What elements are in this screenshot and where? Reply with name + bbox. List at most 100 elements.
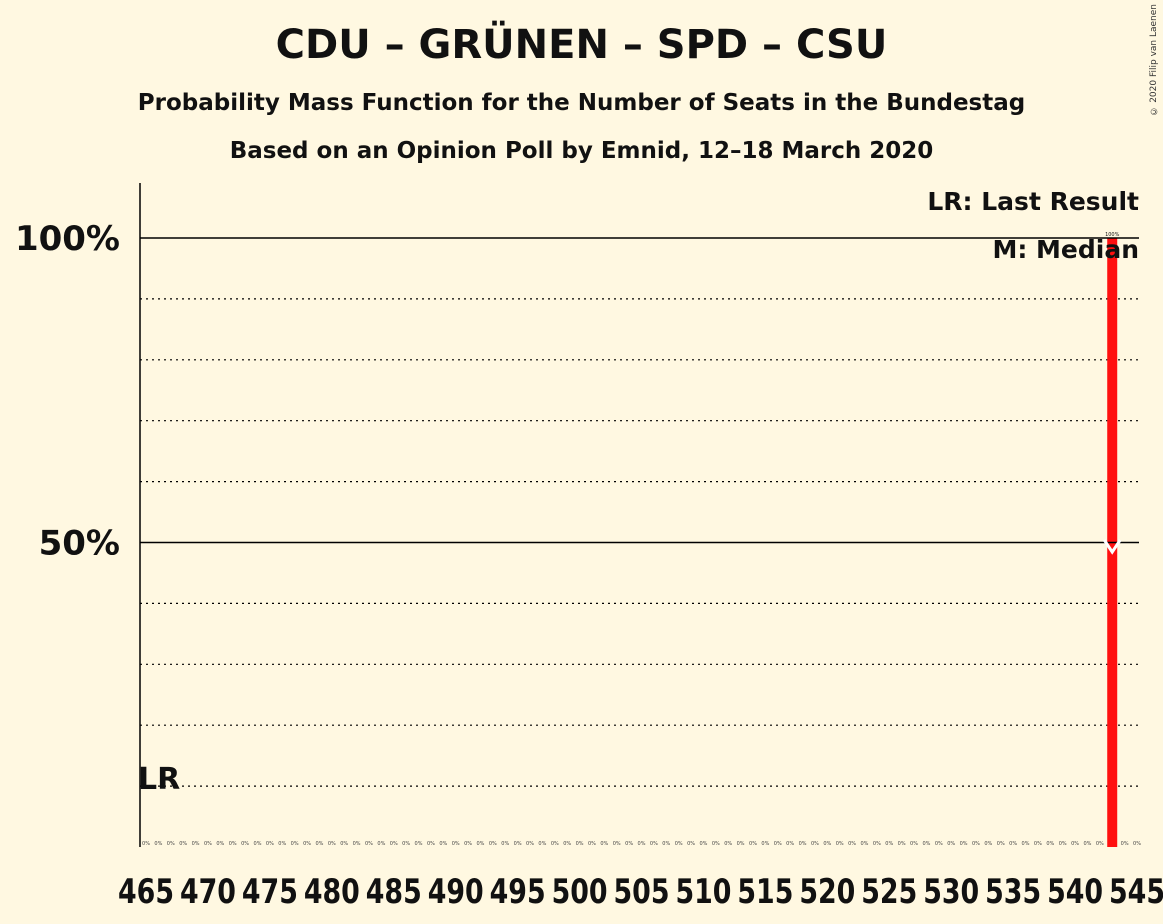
zero-value-label: 0% <box>551 841 559 847</box>
zero-value-label: 0% <box>464 841 472 847</box>
y-axis: 50% 100% <box>15 183 1139 847</box>
zero-value-label: 0% <box>192 841 200 847</box>
zero-value-label: 0% <box>724 841 732 847</box>
grid-lines <box>140 298 1139 787</box>
zero-value-label: 0% <box>1071 841 1079 847</box>
bars: 100% <box>1105 232 1120 847</box>
zero-value-label: 0% <box>216 841 224 847</box>
zero-value-label: 0% <box>774 841 782 847</box>
zero-value-label: 0% <box>823 841 831 847</box>
zero-value-label: 0% <box>984 841 992 847</box>
zero-value-label: 0% <box>315 841 323 847</box>
zero-value-label: 0% <box>241 841 249 847</box>
zero-value-label: 0% <box>353 841 361 847</box>
zero-value-label: 0% <box>662 841 670 847</box>
zero-value-label: 0% <box>340 841 348 847</box>
zero-value-label: 0% <box>476 841 484 847</box>
zero-value-label: 0% <box>873 841 881 847</box>
zero-value-label: 0% <box>811 841 819 847</box>
zero-value-label: 0% <box>613 841 621 847</box>
zero-value-label: 0% <box>600 841 608 847</box>
x-tick-label: 490 <box>428 872 484 912</box>
zero-value-label: 0% <box>588 841 596 847</box>
zero-value-label: 0% <box>538 841 546 847</box>
zero-value-label: 0% <box>848 841 856 847</box>
zero-value-label: 0% <box>1046 841 1054 847</box>
bar-value-label: 100% <box>1105 232 1120 238</box>
x-tick-label: 505 <box>614 872 670 912</box>
zero-value-label: 0% <box>898 841 906 847</box>
markers: LR <box>138 539 1122 797</box>
zero-value-label: 0% <box>786 841 794 847</box>
zero-value-label: 0% <box>526 841 534 847</box>
legend-median: M: Median <box>992 235 1139 264</box>
chart-title: CDU – GRÜNEN – SPD – CSU <box>275 22 888 68</box>
zero-value-label: 0% <box>563 841 571 847</box>
zero-value-label: 0% <box>291 841 299 847</box>
zero-value-label: 0% <box>1133 841 1141 847</box>
zero-value-label: 0% <box>1022 841 1030 847</box>
zero-value-label: 0% <box>1009 841 1017 847</box>
zero-value-label: 0% <box>204 841 212 847</box>
zero-value-label: 0% <box>799 841 807 847</box>
x-tick-label: 485 <box>366 872 422 912</box>
zero-value-label: 0% <box>402 841 410 847</box>
zero-value-label: 0% <box>972 841 980 847</box>
x-tick-label: 465 <box>118 872 174 912</box>
y-tick-label: 100% <box>15 219 120 259</box>
zero-value-label: 0% <box>885 841 893 847</box>
zero-value-label: 0% <box>154 841 162 847</box>
zero-value-label: 0% <box>1034 841 1042 847</box>
zero-value-label: 0% <box>625 841 633 847</box>
zero-value-label: 0% <box>997 841 1005 847</box>
zero-value-label: 0% <box>638 841 646 847</box>
x-tick-label: 515 <box>737 872 793 912</box>
zero-value-label: 0% <box>687 841 695 847</box>
zero-value-label: 0% <box>699 841 707 847</box>
zero-value-label: 0% <box>960 841 968 847</box>
x-tick-label: 500 <box>552 872 608 912</box>
zero-value-label: 0% <box>861 841 869 847</box>
zero-value-label: 0% <box>390 841 398 847</box>
x-tick-label: 520 <box>799 872 855 912</box>
x-tick-label: 530 <box>923 872 979 912</box>
zero-value-label: 0% <box>922 841 930 847</box>
y-tick-label: 50% <box>39 524 120 564</box>
zero-value-label: 0% <box>501 841 509 847</box>
zero-value-label: 0% <box>675 841 683 847</box>
zero-value-label: 0% <box>1096 841 1104 847</box>
zero-value-label: 0% <box>947 841 955 847</box>
chart-subtitle-poll: Based on an Opinion Poll by Emnid, 12–18… <box>229 138 934 164</box>
zero-value-label: 0% <box>935 841 943 847</box>
zero-value-label: 0% <box>1121 841 1129 847</box>
zero-value-label: 0% <box>427 841 435 847</box>
x-tick-label: 525 <box>861 872 917 912</box>
zero-value-label: 0% <box>377 841 385 847</box>
zero-value-label: 0% <box>761 841 769 847</box>
zero-value-label: 0% <box>303 841 311 847</box>
last-result-marker: LR <box>138 762 180 797</box>
zero-value-label: 0% <box>489 841 497 847</box>
zero-value-label: 0% <box>452 841 460 847</box>
x-tick-label: 545 <box>1109 872 1163 912</box>
x-tick-label: 475 <box>242 872 298 912</box>
zero-value-label: 0% <box>439 841 447 847</box>
x-tick-label: 480 <box>304 872 360 912</box>
median-marker <box>1102 539 1122 555</box>
zero-value-label: 0% <box>1059 841 1067 847</box>
x-tick-label: 495 <box>490 872 546 912</box>
legend-last-result: LR: Last Result <box>927 187 1139 216</box>
zero-value-label: 0% <box>836 841 844 847</box>
zero-value-label: 0% <box>737 841 745 847</box>
zero-value-label: 0% <box>1083 841 1091 847</box>
zero-value-label: 0% <box>179 841 187 847</box>
zero-value-label: 0% <box>278 841 286 847</box>
zero-value-label: 0% <box>254 841 262 847</box>
zero-value-label: 0% <box>167 841 175 847</box>
x-tick-label: 535 <box>985 872 1041 912</box>
zero-value-label: 0% <box>749 841 757 847</box>
x-tick-label: 470 <box>180 872 236 912</box>
x-tick-label: 540 <box>1047 872 1103 912</box>
zero-value-label: 0% <box>142 841 150 847</box>
